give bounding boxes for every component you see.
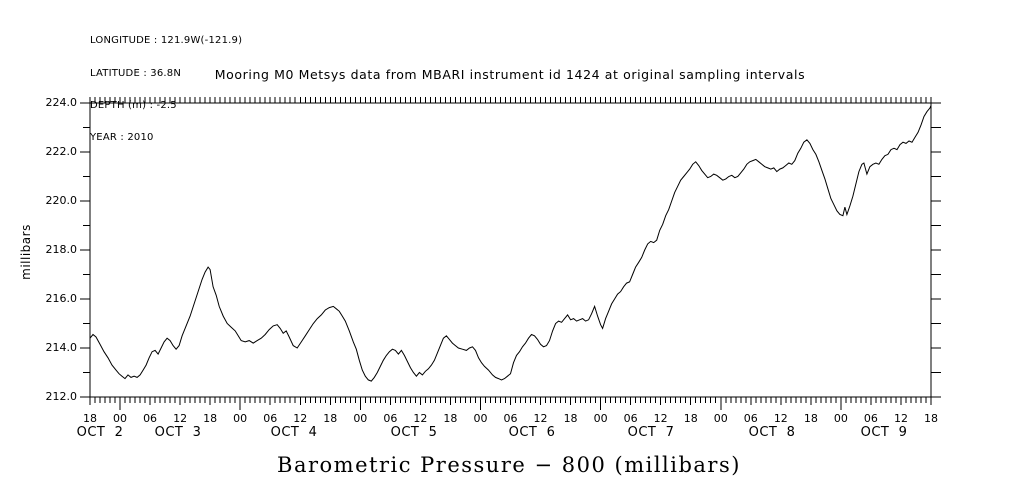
x-hour-tick-label: 00 <box>353 412 368 425</box>
station-info-block: LONGITUDE : 121.9W(-121.9) LATITUDE : 36… <box>90 15 242 165</box>
x-hour-tick-label: 18 <box>203 412 218 425</box>
x-axis-main-title: Barometric Pressure − 800 (millibars) <box>277 453 741 477</box>
x-hour-tick-label: 12 <box>653 412 668 425</box>
x-date-label: OCT 4 <box>270 425 318 440</box>
x-date-label: OCT 8 <box>748 425 796 440</box>
x-hour-tick-label: 06 <box>623 412 638 425</box>
x-hour-tick-label: 06 <box>743 412 758 425</box>
info-depth: DEPTH (m) : -2.5 <box>90 99 177 111</box>
x-date-label: OCT 6 <box>508 425 556 440</box>
x-hour-tick-label: 06 <box>863 412 878 425</box>
x-hour-tick-label: 18 <box>323 412 338 425</box>
info-longitude: LONGITUDE : 121.9W(-121.9) <box>90 35 243 47</box>
chart-title: Mooring M0 Metsys data from MBARI instru… <box>214 67 806 82</box>
x-hour-tick-label: 06 <box>143 412 158 425</box>
x-date-label: OCT 2 <box>76 425 124 440</box>
x-hour-tick-label: 06 <box>503 412 518 425</box>
y-tick-label: 218.0 <box>45 243 78 256</box>
pressure-series-line <box>89 105 932 382</box>
y-tick-label: 220.0 <box>45 194 78 207</box>
x-hour-tick-label: 00 <box>233 412 248 425</box>
y-tick-label: 212.0 <box>45 390 78 403</box>
x-date-label: OCT 3 <box>154 425 202 440</box>
x-hour-tick-label: 12 <box>893 412 908 425</box>
y-tick-label: 214.0 <box>45 341 78 354</box>
x-hour-tick-label: 12 <box>293 412 308 425</box>
x-hour-tick-label: 00 <box>113 412 128 425</box>
x-hour-tick-label: 18 <box>563 412 578 425</box>
x-hour-tick-label: 00 <box>713 412 728 425</box>
x-hour-tick-label: 06 <box>263 412 278 425</box>
x-hour-tick-label: 12 <box>533 412 548 425</box>
y-tick-label: 224.0 <box>45 96 78 109</box>
x-hour-tick-label: 18 <box>683 412 698 425</box>
x-date-label: OCT 7 <box>627 425 675 440</box>
x-date-label: OCT 9 <box>860 425 908 440</box>
x-hour-tick-label: 00 <box>473 412 488 425</box>
x-date-label: OCT 5 <box>390 425 438 440</box>
x-hour-tick-label: 12 <box>173 412 188 425</box>
y-tick-label: 222.0 <box>45 145 78 158</box>
y-tick-label: 216.0 <box>45 292 78 305</box>
x-hour-tick-label: 18 <box>924 412 938 425</box>
x-hour-tick-label: 12 <box>413 412 428 425</box>
x-hour-tick-label: 06 <box>383 412 398 425</box>
x-hour-tick-label: 00 <box>833 412 848 425</box>
x-hour-tick-label: 18 <box>83 412 97 425</box>
info-latitude: LATITUDE : 36.8N <box>90 67 182 79</box>
x-hour-tick-label: 00 <box>593 412 608 425</box>
x-hour-tick-label: 12 <box>773 412 788 425</box>
x-hour-tick-label: 18 <box>803 412 818 425</box>
x-hour-tick-label: 18 <box>443 412 458 425</box>
info-year: YEAR : 2010 <box>90 131 154 143</box>
